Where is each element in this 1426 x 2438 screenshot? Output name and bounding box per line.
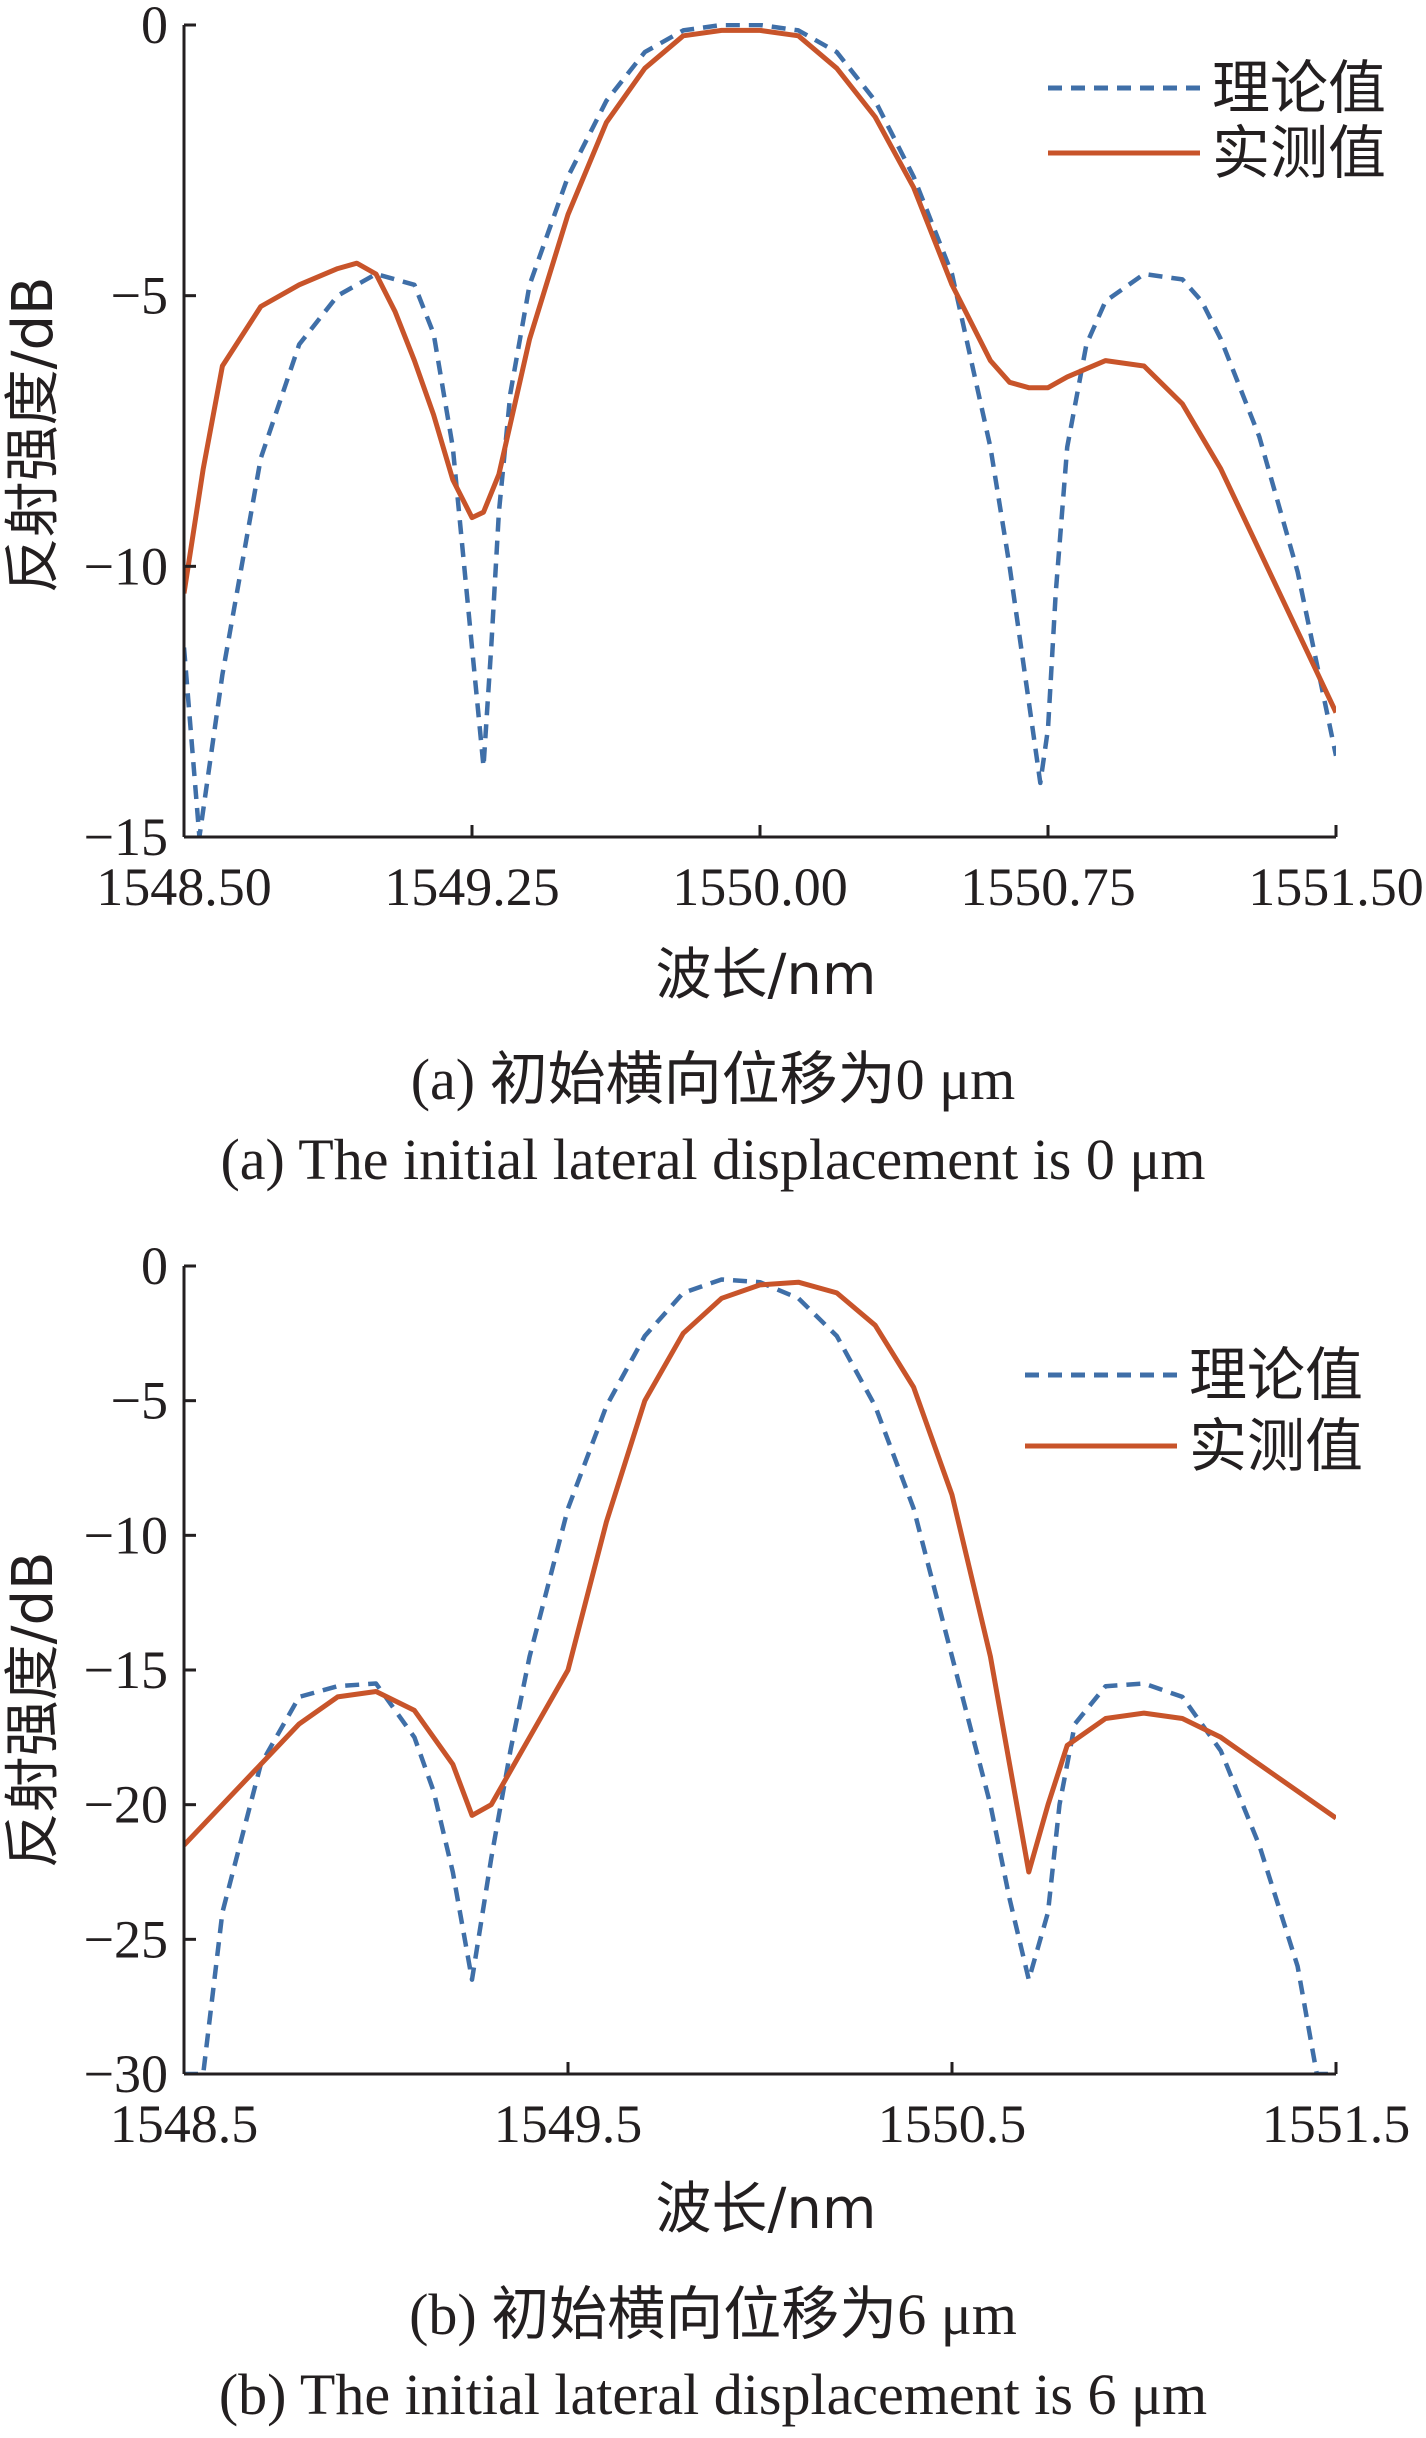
chart-a-legend: 理论值 实测值 <box>1048 54 1386 187</box>
chart-b-ylabel: 反射强度/dB <box>1 1552 66 1869</box>
series-theory-line <box>184 23 1336 837</box>
x-tick-label: 1548.5 <box>110 2094 259 2154</box>
chart-b: 1548.5 1549.5 1550.5 1551.5 0 −5 −10 −15 −20 −25 −… <box>1 1236 1410 2242</box>
chart-b-xlabel: 波长/nm <box>656 2177 877 2242</box>
y-tick-label: −5 <box>111 1371 168 1431</box>
x-tick-label: 1549.25 <box>384 857 560 917</box>
legend-measured-label: 实测值 <box>1189 1412 1363 1480</box>
y-tick-label: −25 <box>84 1909 168 1969</box>
y-tick-label: −30 <box>84 2044 168 2104</box>
x-tick-label: 1550.00 <box>672 857 848 917</box>
y-tick-label: −15 <box>84 1640 168 1700</box>
caption-a-en: (a) The initial lateral displacement is … <box>220 1127 1206 1192</box>
legend-measured-label: 实测值 <box>1212 119 1386 187</box>
x-tick-label: 1550.5 <box>878 2094 1027 2154</box>
chart-b-legend: 理论值 实测值 <box>1025 1341 1363 1480</box>
y-tick-label: −10 <box>84 1505 168 1565</box>
x-tick-label: 1551.5 <box>1262 2094 1411 2154</box>
x-tick-label: 1551.50 <box>1248 857 1424 917</box>
y-tick-label: −5 <box>111 266 168 326</box>
y-tick-label: −20 <box>84 1775 168 1835</box>
chart-a-ylabel: 反射强度/dB <box>1 277 66 594</box>
chart-a: 1548.50 1549.25 1550.00 1550.75 1551.50 0 −5 −1… <box>1 0 1424 1008</box>
chart-a-xlabel: 波长/nm <box>656 943 877 1008</box>
x-tick-label: 1550.75 <box>960 857 1136 917</box>
caption-a-cn: (a) 初始横向位移为0 μm <box>410 1047 1016 1112</box>
y-tick-label: 0 <box>141 1236 168 1296</box>
y-tick-label: 0 <box>141 0 168 55</box>
legend-theory-label: 理论值 <box>1212 54 1386 122</box>
y-tick-label: −10 <box>84 536 168 596</box>
caption-b-en: (b) The initial lateral displacement is … <box>218 2362 1208 2427</box>
series-theory-line <box>184 1277 1336 2074</box>
series-measured-line <box>184 1279 1336 1875</box>
caption-b-cn: (b) 初始横向位移为6 μm <box>409 2282 1017 2347</box>
series-measured-line <box>184 27 1336 714</box>
y-tick-label: −15 <box>84 807 168 867</box>
x-tick-label: 1548.50 <box>96 857 272 917</box>
x-tick-label: 1549.5 <box>494 2094 643 2154</box>
legend-theory-label: 理论值 <box>1189 1341 1363 1409</box>
